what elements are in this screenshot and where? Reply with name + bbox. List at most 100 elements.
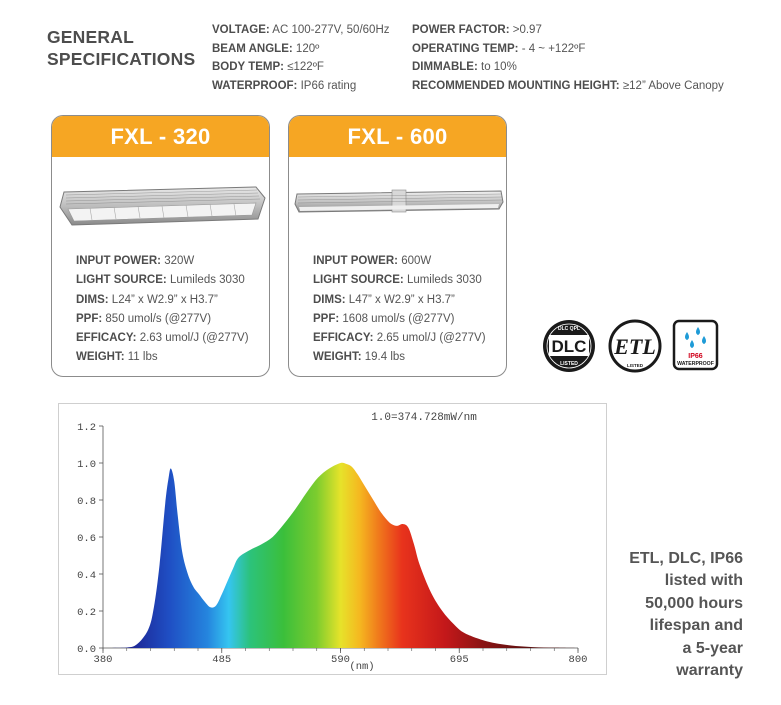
product-card-fxl-600: FXL - 600 INPUT POWER: 600W LIGHT SOURCE… — [288, 115, 507, 377]
spec-label: WEIGHT: — [76, 351, 125, 364]
product-name: FXL - 320 — [52, 116, 269, 157]
spec-label: BEAM ANGLE: — [212, 42, 293, 55]
spec-value: 850 umol/s (@277V) — [105, 312, 212, 325]
x-tick-label: 380 — [94, 654, 113, 666]
spec-voltage: VOLTAGE: AC 100-277V, 50/60Hz — [212, 21, 390, 40]
spec-value: Lumileds 3030 — [406, 274, 482, 287]
summary-line: 50,000 hours — [645, 594, 743, 612]
spec-value: L24” x W2.9” x H3.7” — [111, 293, 218, 306]
summary-line: a 5-year — [682, 639, 744, 657]
spec-label: LIGHT SOURCE: — [313, 274, 404, 287]
etl-bottom-label: LISTED — [627, 363, 644, 368]
spec-label: EFFICACY: — [76, 332, 137, 345]
title-line-1: GENERAL — [47, 27, 134, 47]
x-tick-label: 800 — [569, 654, 588, 666]
spec-operating-temp: OPERATING TEMP: - 4 ~ +122ºF — [412, 40, 724, 59]
fixture-320-illustration — [59, 186, 266, 226]
etl-logo: ETL LISTED — [608, 319, 662, 373]
summary-line: listed with — [664, 572, 743, 590]
y-tick-label: 0.4 — [77, 570, 96, 582]
spec-value: 19.4 lbs — [364, 351, 406, 364]
spec-label: WATERPROOF: — [212, 79, 298, 92]
spec-label: PPF: — [76, 312, 103, 325]
spec-label: RECOMMENDED MOUNTING HEIGHT: — [412, 79, 620, 92]
spec-value: L47” x W2.9” x H3.7” — [348, 293, 455, 306]
y-tick-label: 1.2 — [77, 422, 96, 434]
spec-input-power: INPUT POWER: 600W — [313, 252, 506, 271]
spec-dims: DIMS: L47” x W2.9” x H3.7” — [313, 291, 506, 310]
spec-body-temp: BODY TEMP: ≤122ºF — [212, 58, 390, 77]
spec-dims: DIMS: L24” x W2.9” x H3.7” — [76, 291, 269, 310]
y-tick-label: 0.0 — [77, 644, 96, 656]
certification-badges: DLC QPL DLC LISTED ETL LISTED IP66 WATER… — [543, 319, 719, 373]
spec-value: to 10% — [481, 61, 517, 73]
y-tick-label: 0.8 — [77, 496, 96, 508]
spec-value: >0.97 — [512, 24, 542, 36]
product-specs: INPUT POWER: 320W LIGHT SOURCE: Lumileds… — [52, 252, 269, 368]
fixture-image — [289, 157, 506, 252]
spec-value: 2.65 umol/J (@277V) — [376, 332, 486, 345]
spec-power-factor: POWER FACTOR: >0.97 — [412, 21, 724, 40]
spec-dimmable: DIMMABLE: to 10% — [412, 58, 724, 77]
summary-line: warranty — [676, 662, 743, 680]
etl-mark: ETL — [613, 334, 656, 359]
spec-label: OPERATING TEMP: — [412, 42, 519, 55]
general-specs-left: VOLTAGE: AC 100-277V, 50/60Hz BEAM ANGLE… — [212, 21, 390, 95]
spec-label: BODY TEMP: — [212, 61, 284, 73]
spec-label: DIMS: — [76, 293, 109, 306]
spec-mounting-height: RECOMMENDED MOUNTING HEIGHT: ≥12” Above … — [412, 77, 724, 96]
spec-label: POWER FACTOR: — [412, 24, 510, 36]
waterproof-label: WATERPROOF — [677, 361, 714, 367]
x-tick-label: 590 — [331, 654, 350, 666]
spectrum-chart: 0.0 0.2 0.4 0.6 0.8 1.0 1.2 380 485 590 695 800 1.0… — [58, 403, 607, 675]
spec-light-source: LIGHT SOURCE: Lumileds 3030 — [76, 271, 269, 290]
spectrum-chart-svg: 0.0 0.2 0.4 0.6 0.8 1.0 1.2 380 485 590 695 800 1.0… — [77, 412, 588, 673]
product-specs: INPUT POWER: 600W LIGHT SOURCE: Lumileds… — [289, 252, 506, 368]
y-tick-label: 0.6 — [77, 533, 96, 545]
spec-value: Lumileds 3030 — [169, 274, 245, 287]
spec-value: AC 100-277V, 50/60Hz — [272, 24, 390, 36]
spec-light-source: LIGHT SOURCE: Lumileds 3030 — [313, 271, 506, 290]
spec-ppf: PPF: 850 umol/s (@277V) — [76, 310, 269, 329]
y-tick-label: 1.0 — [77, 459, 96, 471]
spec-ppf: PPF: 1608 umol/s (@277V) — [313, 310, 506, 329]
spec-efficacy: EFFICACY: 2.63 umol/J (@277V) — [76, 329, 269, 348]
spec-value: - 4 ~ +122ºF — [521, 42, 586, 55]
spec-label: EFFICACY: — [313, 332, 374, 345]
spec-weight: WEIGHT: 11 lbs — [76, 348, 269, 367]
summary-line: lifespan and — [649, 617, 743, 635]
dlc-mark: DLC — [552, 337, 587, 356]
x-tick-label: 695 — [450, 654, 469, 666]
fixture-600-illustration — [294, 189, 504, 213]
product-name: FXL - 600 — [289, 116, 506, 157]
spec-label: DIMS: — [313, 293, 346, 306]
ip-rating-label: IP66 — [688, 353, 703, 360]
spec-value: 600W — [401, 255, 432, 267]
dlc-bottom-label: LISTED — [560, 361, 578, 367]
spec-value: 120º — [295, 42, 320, 55]
spectrum-area-series — [103, 462, 578, 648]
spec-label: DIMMABLE: — [412, 61, 478, 73]
dlc-logo: DLC QPL DLC LISTED — [543, 320, 595, 372]
spec-efficacy: EFFICACY: 2.65 umol/J (@277V) — [313, 329, 506, 348]
x-axis-label: (nm) — [349, 661, 374, 673]
spec-value: 1608 umol/s (@277V) — [342, 312, 455, 325]
general-specs-right: POWER FACTOR: >0.97 OPERATING TEMP: - 4 … — [412, 21, 724, 95]
fixture-image — [52, 157, 269, 252]
spec-waterproof: WATERPROOF: IP66 rating — [212, 77, 390, 96]
spec-value: ≥12” Above Canopy — [622, 79, 724, 92]
summary-line: ETL, DLC, IP66 — [629, 550, 743, 567]
title-line-2: SPECIFICATIONS — [47, 49, 196, 69]
spec-value: 2.63 umol/J (@277V) — [139, 332, 249, 345]
chart-annotation: 1.0=374.728mW/nm — [371, 412, 477, 424]
spec-label: LIGHT SOURCE: — [76, 274, 167, 287]
spec-label: PPF: — [313, 312, 340, 325]
general-specifications-title: GENERAL SPECIFICATIONS — [47, 26, 195, 70]
spec-label: WEIGHT: — [313, 351, 362, 364]
warranty-summary: ETL, DLC, IP66 listed with 50,000 hours … — [610, 548, 743, 682]
spec-input-power: INPUT POWER: 320W — [76, 252, 269, 271]
product-card-fxl-320: FXL - 320 INPUT — [51, 115, 270, 377]
y-tick-label: 0.2 — [77, 607, 96, 619]
spec-value: 11 lbs — [127, 351, 158, 364]
spec-value: 320W — [164, 255, 195, 267]
